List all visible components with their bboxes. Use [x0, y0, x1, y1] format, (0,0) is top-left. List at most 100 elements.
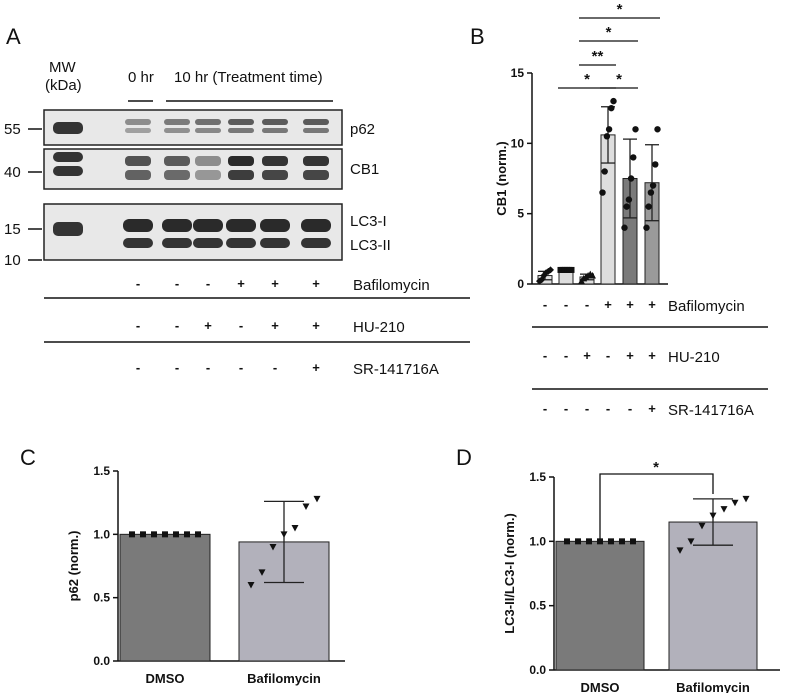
significance-marker: * — [617, 1, 623, 18]
a-bafilomycin-sign: - — [206, 276, 210, 291]
b-sr-141716a-sign: - — [628, 401, 632, 416]
a-bafilomycin-sign: - — [136, 276, 140, 291]
protein-label-cb1: CB1 — [350, 161, 379, 178]
significance-marker: * — [606, 24, 612, 41]
a-treatment-label: Bafilomycin — [353, 277, 430, 294]
data-point — [709, 512, 717, 520]
b-hu-210-sign: + — [583, 348, 591, 363]
data-point — [599, 189, 606, 196]
b-treatment-label: SR-141716A — [668, 402, 754, 419]
data-point — [610, 97, 617, 105]
y-tick-label: 0 — [517, 277, 524, 291]
a-bafilomycin-sign: + — [271, 276, 279, 291]
data-point — [652, 161, 659, 168]
a-hu-210-sign: - — [136, 318, 140, 333]
data-point — [627, 175, 635, 182]
y-tick-label: 0.0 — [93, 654, 110, 668]
bar — [119, 533, 211, 662]
y-tick-label: 0.0 — [529, 663, 546, 677]
a-hu-210-sign: + — [271, 318, 279, 333]
data-point — [698, 522, 706, 530]
y-tick-label: 1.5 — [529, 470, 546, 484]
panel-label-d: D — [456, 445, 472, 470]
a-bafilomycin-sign: + — [237, 276, 245, 291]
a-bafilomycin-sign: - — [175, 276, 179, 291]
data-point — [608, 104, 615, 112]
data-point — [597, 538, 603, 545]
significance-marker: ** — [592, 48, 604, 65]
protein-label-lc3-i: LC3-I — [350, 213, 387, 230]
b-bafilomycin-sign: + — [648, 297, 656, 312]
data-point — [586, 538, 592, 545]
data-point — [647, 189, 655, 196]
mw-marker-15: 15 — [4, 221, 21, 238]
b-bafilomycin-sign: - — [543, 297, 547, 312]
data-point — [291, 525, 299, 532]
protein-label-lc3-ii: LC3-II — [350, 237, 391, 254]
a-treatment-label: HU-210 — [353, 319, 405, 336]
y-tick-label: 0.5 — [529, 599, 546, 613]
b-sr-141716a-sign: - — [564, 401, 568, 416]
b-sr-141716a-sign: - — [585, 401, 589, 416]
a-bafilomycin-sign: + — [312, 276, 320, 291]
y-tick-label: 1.5 — [93, 464, 110, 478]
data-point — [568, 266, 575, 273]
chart-d: 0.0 0.5 1.0 1.5 LC3-II/LC3-I (norm.) DMSO Bafi… — [502, 459, 780, 693]
y-tick-label: 0.5 — [93, 591, 110, 605]
a-treatment-label: SR-141716A — [353, 361, 439, 378]
data-point — [302, 503, 310, 510]
y-tick-label: 15 — [511, 66, 525, 80]
data-point — [313, 495, 321, 503]
panel-label-c: C — [20, 445, 36, 470]
b-sr-141716a-sign: - — [606, 401, 610, 416]
time-0hr-label: 0 hr — [128, 69, 154, 86]
data-point — [280, 531, 288, 538]
b-hu-210-sign: + — [626, 348, 634, 363]
mw-marker-ticks — [28, 128, 42, 261]
mw-marker-10: 10 — [4, 252, 21, 269]
y-tick-label: 1.0 — [529, 534, 546, 548]
data-point — [129, 531, 135, 538]
data-point — [742, 495, 750, 503]
x-category-label: DMSO — [146, 671, 185, 686]
b-hu-210-sign: - — [564, 348, 568, 363]
significance-marker: * — [653, 459, 659, 476]
chart-c: 0.0 0.5 1.0 1.5 p62 (norm.) DMSO Bafilomycin — [66, 464, 345, 686]
significance-marker: * — [584, 71, 590, 88]
a-sr-141716a-sign: - — [273, 360, 277, 375]
data-point — [720, 506, 728, 513]
blot-cb1 — [43, 148, 343, 190]
data-point — [603, 133, 611, 140]
data-point — [632, 126, 639, 133]
b-bafilomycin-sign: - — [564, 297, 568, 312]
mw-marker-55: 55 — [4, 121, 21, 138]
x-category-label: Bafilomycin — [676, 680, 750, 693]
significance-bracket — [599, 473, 714, 540]
y-axis-label: p62 (norm.) — [66, 531, 81, 602]
significance-marker: * — [616, 71, 622, 88]
a-sr-141716a-sign: - — [239, 360, 243, 375]
time-10hr-label: 10 hr (Treatment time) — [174, 69, 323, 86]
data-point — [162, 531, 168, 538]
y-tick-label: 1.0 — [93, 527, 110, 541]
bar — [668, 521, 758, 671]
data-point — [649, 182, 657, 189]
a-hu-210-sign: - — [175, 318, 179, 333]
b-bafilomycin-sign: + — [626, 297, 634, 312]
data-point — [643, 224, 650, 231]
data-point — [623, 203, 630, 210]
data-point — [619, 538, 625, 545]
y-axis-label: CB1 (norm.) — [494, 141, 509, 215]
b-treatment-label: HU-210 — [668, 349, 720, 366]
y-tick-label: 10 — [511, 136, 525, 150]
data-point — [247, 582, 255, 589]
b-treatment-label: Bafilomycin — [668, 298, 745, 315]
data-point — [575, 538, 581, 545]
panel-label-b: B — [470, 24, 485, 49]
a-sr-141716a-sign: + — [312, 360, 320, 375]
data-point — [140, 531, 146, 538]
blot-p62 — [43, 109, 343, 146]
data-point — [621, 224, 628, 231]
